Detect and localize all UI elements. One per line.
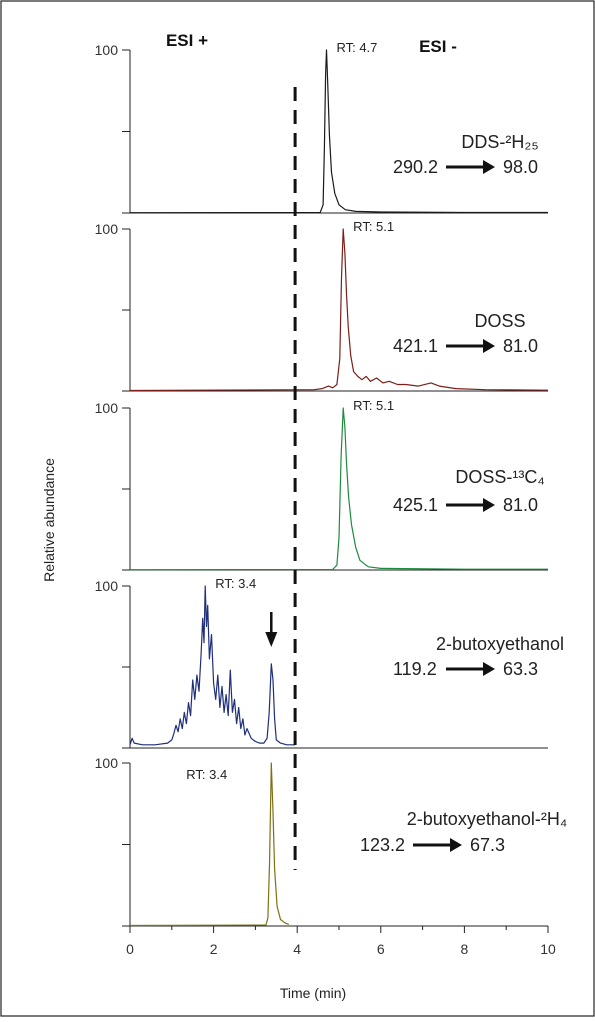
transition-from: 119.2	[393, 659, 437, 679]
x-axis: 0 2 4 6 8 10	[126, 926, 556, 957]
trace-2	[130, 229, 548, 391]
transition-from: 123.2	[360, 835, 405, 855]
transition-arrow-head	[450, 838, 462, 852]
transition-to: 81.0	[503, 495, 538, 515]
x-tick-label-4: 4	[293, 941, 301, 957]
trace-5	[130, 763, 289, 926]
compound-name: 2-butoxyethanol	[436, 634, 564, 654]
y-tick-label-100: 100	[95, 755, 119, 771]
retention-time-label: RT: 3.4	[186, 767, 227, 782]
trace-4	[130, 586, 295, 745]
transition-to: 81.0	[503, 336, 538, 356]
panel-1: 100 RT: 4.7 DDS-²H₂₅ 290.2 98.0	[95, 40, 548, 213]
compound-name: DOSS	[474, 311, 525, 331]
panel-3: 100 RT: 5.1 DOSS-¹³C₄ 425.1 81.0	[95, 398, 548, 570]
compound-name: DOSS-¹³C₄	[455, 467, 544, 487]
retention-time-label: RT: 5.1	[353, 219, 394, 234]
x-tick-label-6: 6	[377, 941, 385, 957]
y-axis-title: Relative abundance	[41, 458, 57, 582]
y-tick-label-100: 100	[95, 578, 119, 594]
transition-arrow-head	[483, 498, 495, 512]
y-tick-label-100: 100	[95, 400, 119, 416]
compound-name: DDS-²H₂₅	[461, 132, 538, 152]
y-tick-label-100: 100	[95, 42, 119, 58]
retention-time-label: RT: 5.1	[353, 398, 394, 413]
x-tick-label-10: 10	[540, 941, 556, 957]
transition-from: 421.1	[393, 336, 438, 356]
transition-from: 425.1	[393, 495, 438, 515]
panel-2: 100 RT: 5.1 DOSS 421.1 81.0	[95, 219, 548, 391]
x-axis-title: Time (min)	[280, 985, 346, 1001]
y-tick-label-100: 100	[95, 221, 119, 237]
transition-to: 67.3	[470, 835, 505, 855]
transition-to: 98.0	[503, 157, 538, 177]
peak-arrow-head	[265, 632, 277, 647]
esi-positive-label: ESI +	[166, 31, 208, 50]
panel-4: 100 RT: 3.4 2-butoxyethanol 119.2 63.3	[95, 576, 564, 748]
retention-time-label: RT: 4.7	[336, 40, 377, 55]
x-tick-label-0: 0	[126, 941, 134, 957]
x-tick-label-2: 2	[210, 941, 218, 957]
transition-arrow-head	[483, 662, 495, 676]
transition-arrow-head	[483, 160, 495, 174]
compound-name: 2-butoxyethanol-²H₄	[407, 809, 567, 829]
transition-to: 63.3	[503, 659, 538, 679]
transition-from: 290.2	[393, 157, 438, 177]
x-tick-label-8: 8	[461, 941, 469, 957]
trace-3	[130, 408, 548, 570]
panels-group: 100 RT: 4.7 DDS-²H₂₅ 290.2 98.0 100 RT: 5.1 DOS…	[95, 40, 568, 926]
transition-arrow-head	[483, 339, 495, 353]
retention-time-label: RT: 3.4	[215, 576, 256, 591]
esi-negative-label: ESI -	[419, 37, 457, 56]
